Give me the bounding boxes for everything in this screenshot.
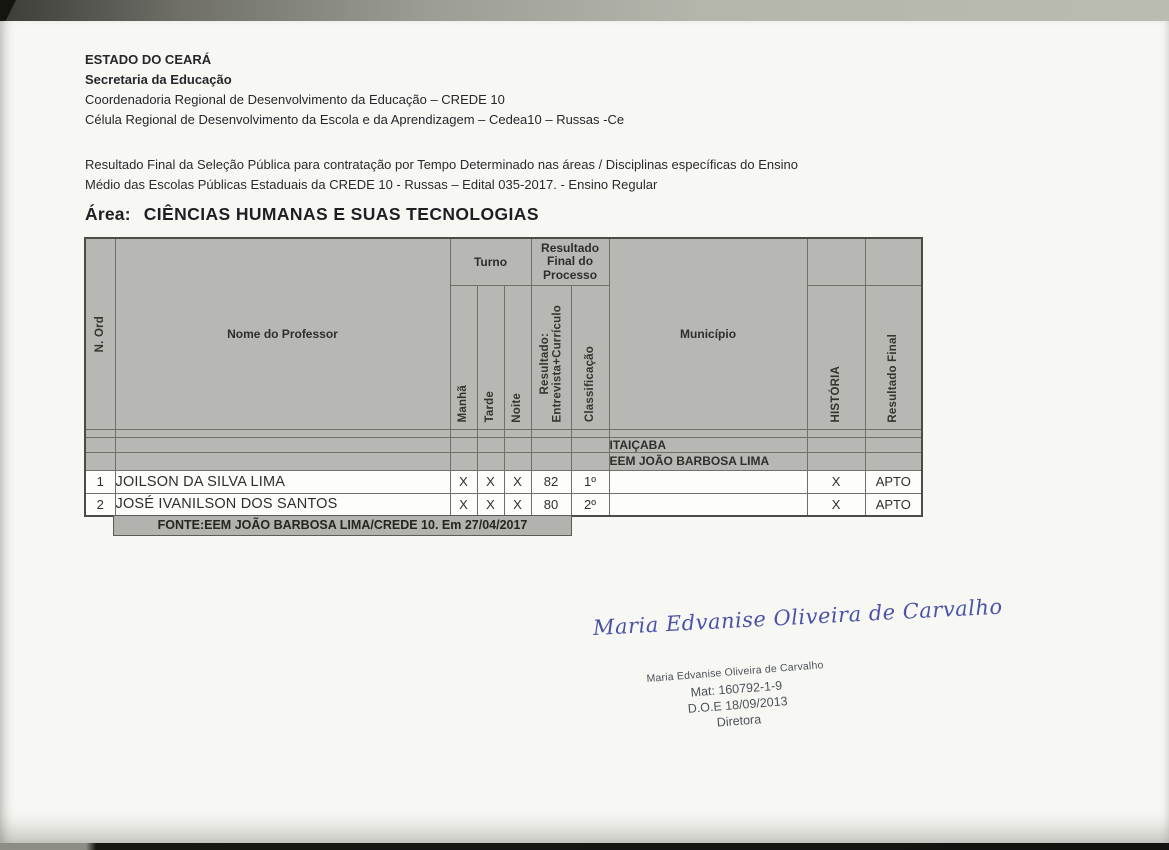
cell-manha: X	[449, 492, 478, 517]
org-line-secretaria: Secretaria da Educação	[85, 72, 232, 87]
spacer-cell	[449, 428, 478, 438]
empty-cell	[530, 451, 572, 471]
empty-cell	[570, 451, 610, 471]
spacer-cell	[806, 428, 866, 438]
noite-label: Noite	[511, 392, 524, 423]
table-header-row-top: N. Ord Nome do Professor Turno Resultado…	[84, 237, 923, 430]
empty-cell	[530, 436, 572, 453]
area-title: Área: CIÊNCIAS HUMANAS E SUAS TECNOLOGIAS	[85, 204, 539, 225]
col-header-classificacao: Classificação	[570, 284, 610, 430]
historia-top-spacer-cell	[806, 237, 866, 286]
results-table: N. Ord Nome do Professor Turno Resultado…	[84, 237, 924, 517]
cell-ord: 1	[84, 469, 116, 494]
cell-resultado: 80	[530, 492, 572, 517]
cell-historia: X	[806, 492, 866, 517]
col-header-resultado-entrevista: Resultado: Entrevista+Currículo	[530, 284, 572, 430]
col-header-noite: Noite	[503, 284, 532, 430]
cell-municipio	[608, 492, 808, 517]
empty-cell	[84, 436, 116, 453]
col-header-turno: Turno	[449, 237, 532, 286]
col-header-tarde: Tarde	[476, 284, 505, 430]
org-line-celula: Célula Regional de Desenvolvimento da Es…	[85, 112, 625, 127]
org-line-state: ESTADO DO CEARÁ	[85, 52, 212, 67]
col-header-municipio: Município	[608, 237, 808, 430]
tarde-label: Tarde	[484, 391, 497, 423]
spacer-cell	[608, 428, 808, 438]
empty-cell	[114, 451, 451, 471]
spacer-cell	[570, 428, 610, 438]
scanner-edge-top	[0, 0, 1169, 21]
empty-cell	[806, 436, 866, 453]
cell-noite: X	[503, 469, 532, 494]
scanner-edge-bottom	[0, 843, 1169, 850]
source-footer-bar: FONTE:EEM JOÃO BARBOSA LIMA/CREDE 10. Em…	[113, 515, 572, 536]
school-group-label: EEM JOÃO BARBOSA LIMA	[608, 451, 808, 471]
org-line-coordenadoria: Coordenadoria Regional de Desenvolviment…	[85, 92, 505, 107]
cell-resultado-final: APTO	[864, 492, 923, 517]
cell-nome: JOILSON DA SILVA LIMA	[114, 469, 451, 494]
resultado-entrevista-label: Resultado: Entrevista+Currículo	[538, 305, 564, 423]
empty-cell	[570, 436, 610, 453]
col-header-resultado-final: Resultado Final	[864, 284, 923, 430]
spacer-cell	[864, 428, 923, 438]
col-header-n-ord: N. Ord	[84, 237, 116, 430]
area-value: CIÊNCIAS HUMANAS E SUAS TECNOLOGIAS	[143, 204, 539, 224]
col-header-resultado-final-processo: Resultado Final do Processo	[530, 237, 610, 286]
resultado-final-label: Resultado Final	[887, 333, 900, 423]
spacer-cell	[503, 428, 532, 438]
group-row-municipio: ITAIÇABA	[84, 436, 923, 453]
cell-tarde: X	[476, 469, 505, 494]
spacer-cell	[114, 428, 451, 438]
spacer-cell	[530, 428, 572, 438]
empty-cell	[114, 436, 451, 453]
cell-resultado-final: APTO	[864, 469, 923, 494]
col-header-manha: Manhã	[449, 284, 478, 430]
table-row: 1 JOILSON DA SILVA LIMA X X X 82 1º X AP…	[84, 469, 923, 494]
table-header-row-sub: Manhã Tarde Noite Resultado: Entrevista+…	[85, 284, 923, 430]
cell-resultado: 82	[530, 469, 572, 494]
resultado-final-top-spacer-cell	[864, 237, 923, 286]
municipio-group-label: ITAIÇABA	[608, 436, 808, 453]
empty-cell	[84, 451, 116, 471]
group-row-school: EEM JOÃO BARBOSA LIMA	[84, 451, 923, 471]
historia-label: HISTÓRIA	[829, 365, 842, 423]
empty-cell	[476, 451, 505, 471]
empty-cell	[476, 436, 505, 453]
cell-tarde: X	[476, 492, 505, 517]
intro-paragraph: Resultado Final da Seleção Pública para …	[85, 157, 798, 192]
empty-cell	[449, 451, 478, 471]
empty-cell	[503, 436, 532, 453]
col-header-historia: HISTÓRIA	[806, 284, 866, 430]
cell-municipio	[608, 469, 808, 494]
empty-cell	[806, 451, 866, 471]
empty-cell	[503, 451, 532, 471]
empty-cell	[864, 436, 923, 453]
empty-cell	[864, 451, 923, 471]
classificacao-label: Classificação	[583, 346, 596, 423]
empty-cell	[449, 436, 478, 453]
table-row: 2 JOSÉ IVANILSON DOS SANTOS X X X 80 2º …	[84, 492, 923, 517]
cell-classificacao: 1º	[570, 469, 610, 494]
spacer-cell	[476, 428, 505, 438]
cell-manha: X	[449, 469, 478, 494]
spacer-cell	[84, 428, 116, 438]
area-label: Área:	[85, 204, 131, 224]
org-header: ESTADO DO CEARÁ Secretaria da Educação C…	[85, 50, 624, 130]
col-header-nome-professor: Nome do Professor	[114, 237, 451, 430]
cell-ord: 2	[84, 492, 116, 517]
cell-noite: X	[503, 492, 532, 517]
cell-classificacao: 2º	[570, 492, 610, 517]
spacer-row	[84, 428, 923, 438]
cell-nome: JOSÉ IVANILSON DOS SANTOS	[114, 492, 451, 517]
manha-label: Manhã	[457, 385, 470, 423]
n-ord-label: N. Ord	[94, 315, 106, 352]
cell-historia: X	[806, 469, 866, 494]
